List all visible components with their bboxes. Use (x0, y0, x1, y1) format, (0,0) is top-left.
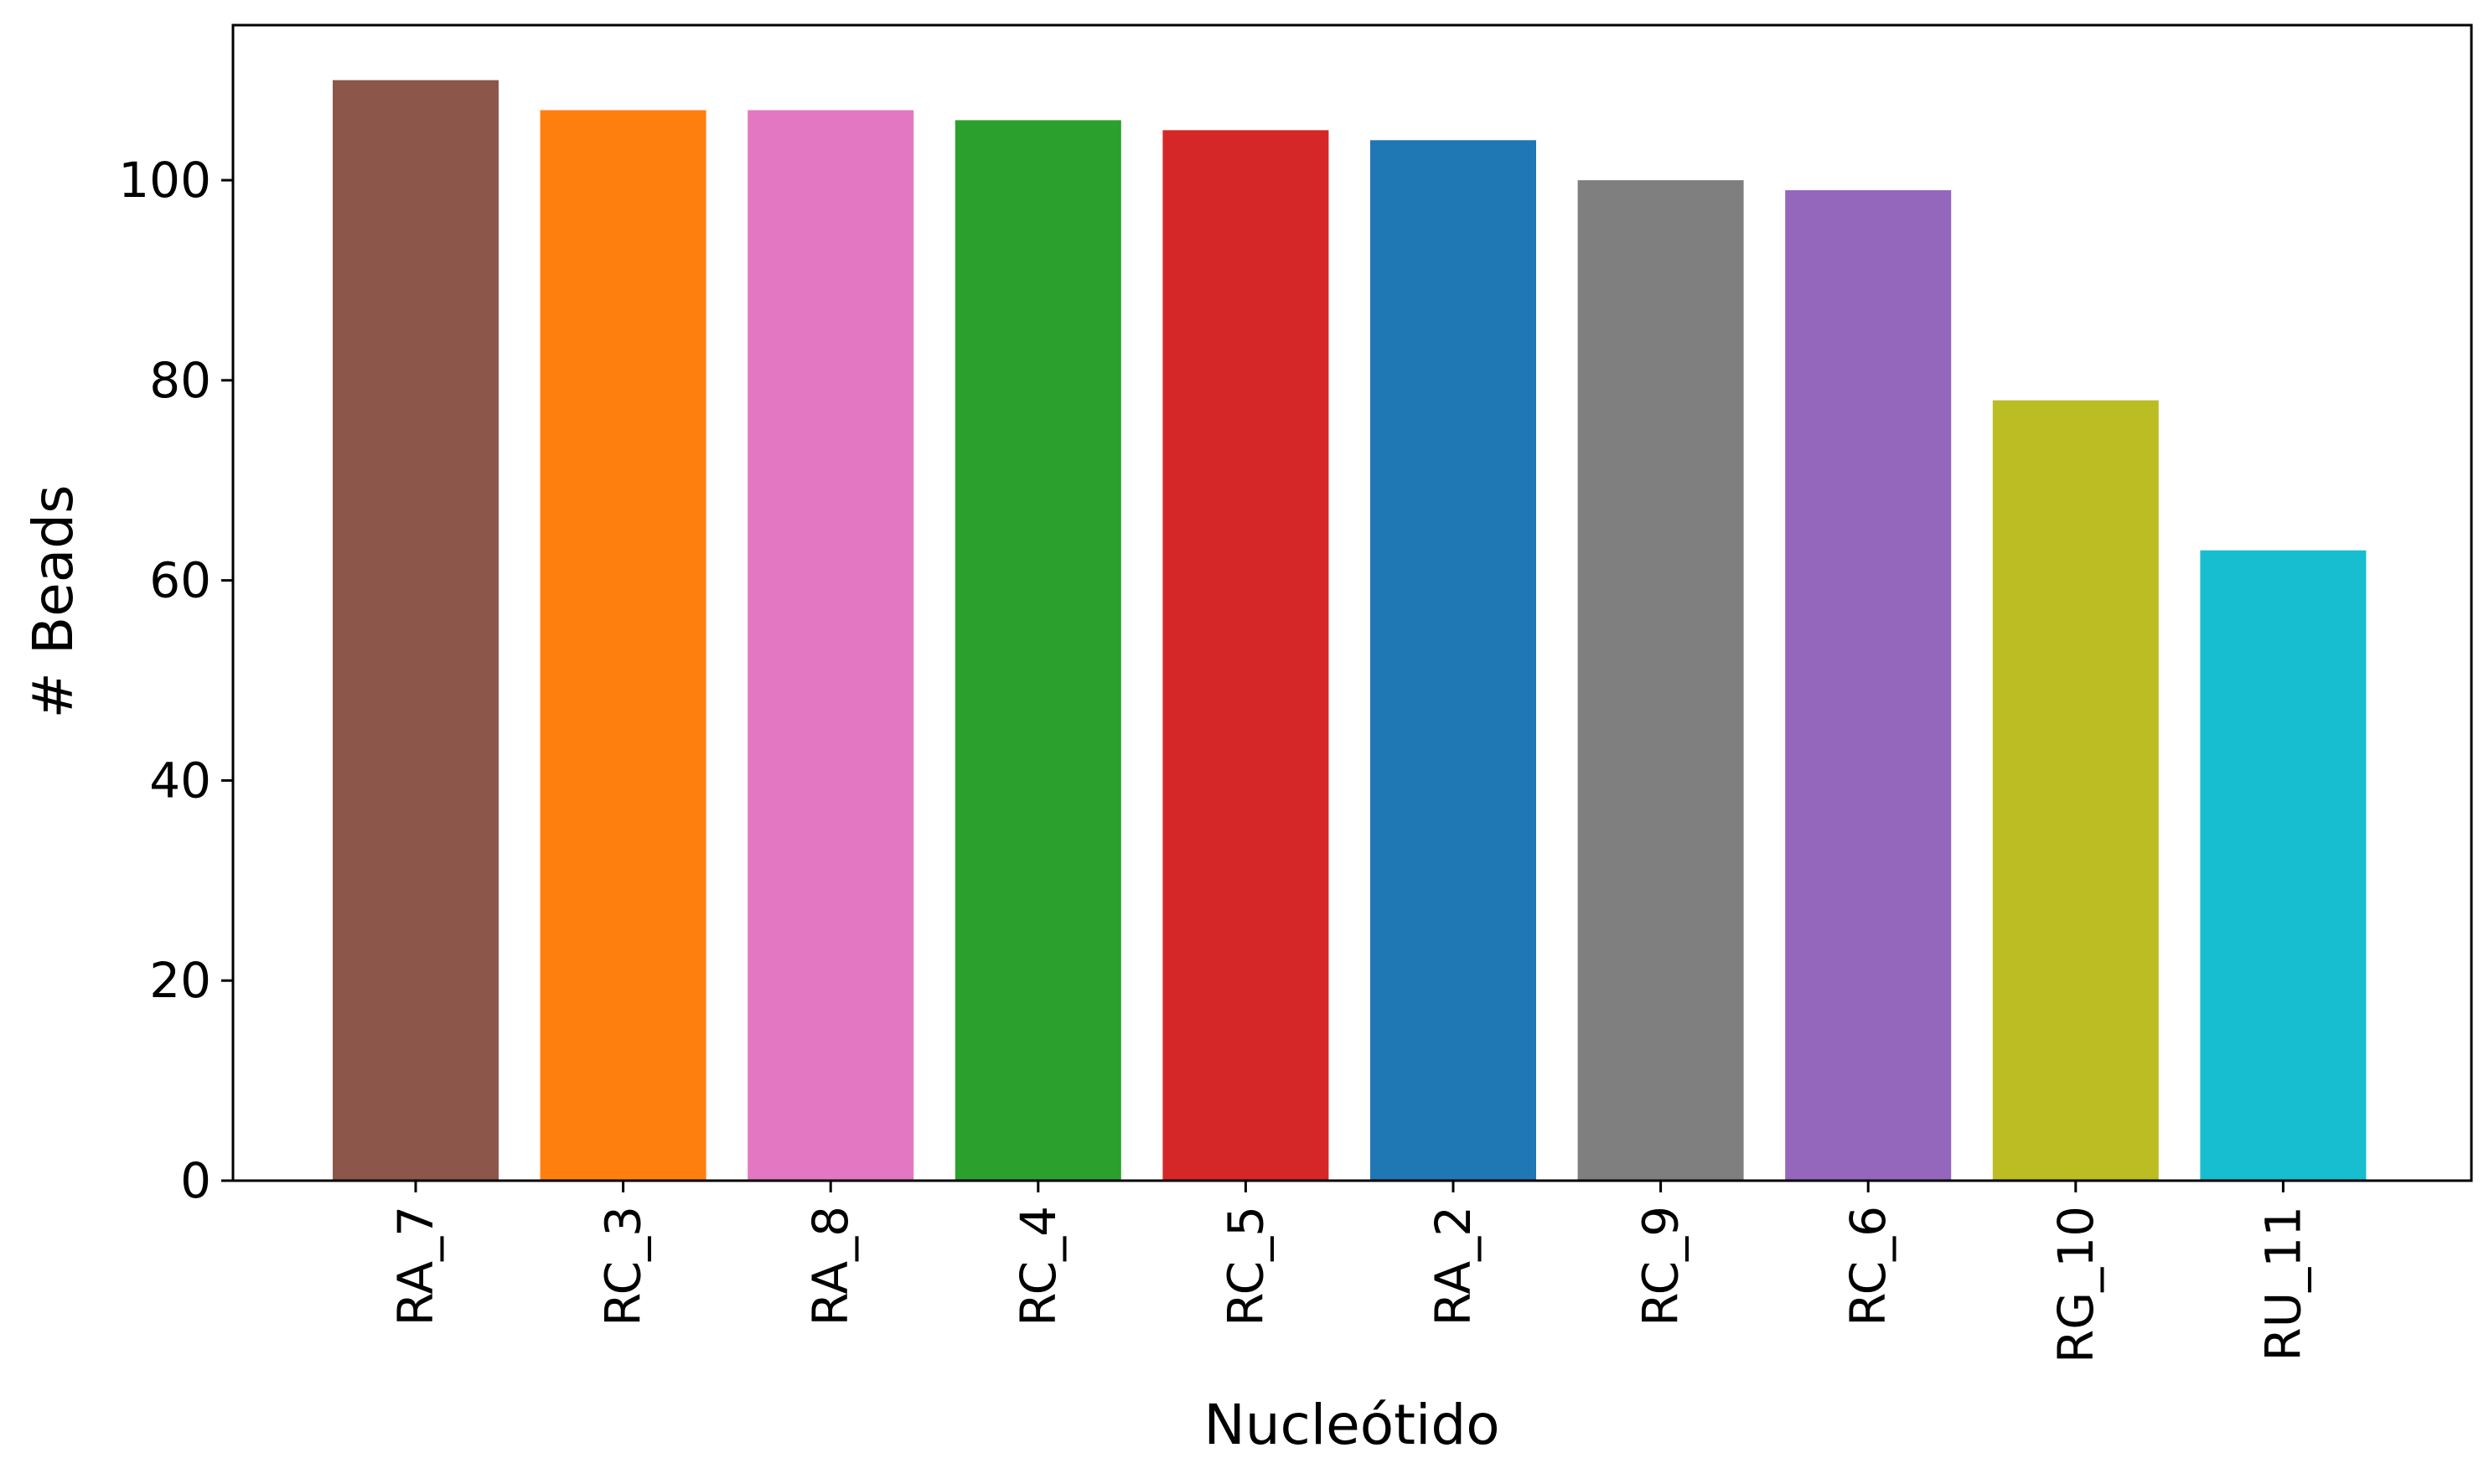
y-tick-label: 40 (149, 752, 211, 809)
bar-rc-3 (540, 110, 706, 1181)
bar-rc-6 (1785, 190, 1952, 1181)
x-tick-label: RU_11 (2254, 1206, 2311, 1362)
y-tick-label: 0 (180, 1152, 211, 1209)
y-tick-label: 60 (149, 552, 211, 609)
x-tick-label: RC_4 (1010, 1206, 1067, 1326)
bar-ra-2 (1370, 140, 1536, 1182)
x-tick-label: RC_3 (595, 1206, 652, 1326)
bar-rc-5 (1162, 130, 1329, 1181)
x-tick-label: RA_8 (802, 1206, 859, 1326)
x-tick-label: RC_6 (1840, 1206, 1897, 1326)
bar-ru-11 (2200, 550, 2367, 1181)
y-tick-label: 100 (118, 152, 211, 209)
x-axis-title: Nucleótido (1203, 1393, 1499, 1457)
y-tick-label: 80 (149, 352, 211, 409)
x-tick-label: RA_7 (387, 1206, 444, 1326)
bar-rc-9 (1577, 180, 1744, 1182)
x-tick-label: RC_5 (1217, 1206, 1274, 1326)
x-tick-label: RG_10 (2047, 1206, 2104, 1363)
bar-rc-4 (955, 120, 1121, 1182)
bar-ra-7 (333, 80, 499, 1182)
plot-frame (231, 23, 2473, 1182)
y-axis-title: # Beads (21, 485, 85, 719)
y-axis: 0 20 40 60 80 100 (118, 152, 233, 1209)
bar-ra-8 (748, 110, 914, 1181)
y-tick-label: 20 (149, 952, 211, 1009)
bars-group (333, 80, 2367, 1182)
x-axis: RA_7 RC_3 RA_8 RC_4 RC_5 RA_2 RC_9 RC_6 RG_10 RU_… (387, 1181, 2311, 1363)
x-tick-label: RC_9 (1633, 1206, 1690, 1326)
bar-rg-10 (1992, 400, 2159, 1181)
x-tick-label: RA_2 (1425, 1206, 1482, 1326)
